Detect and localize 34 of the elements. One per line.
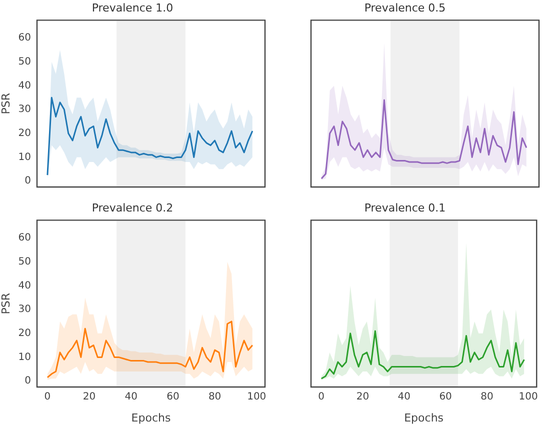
x-tick-label: 80 bbox=[208, 392, 222, 403]
chart-title: Prevalence 0.5 bbox=[364, 1, 446, 14]
y-tick-label: 10 bbox=[18, 152, 31, 163]
y-tick-label: 60 bbox=[18, 32, 31, 44]
y-tick-label: 50 bbox=[18, 56, 31, 68]
x-tick-label: 60 bbox=[166, 392, 180, 403]
x-tick-label: 60 bbox=[439, 392, 452, 403]
chart-title: Prevalence 0.2 bbox=[92, 201, 174, 214]
y-tick-label: 10 bbox=[18, 352, 31, 363]
x-tick-label: 40 bbox=[124, 392, 138, 403]
y-tick-label: 0 bbox=[24, 376, 31, 387]
y-tick-label: 30 bbox=[18, 304, 31, 316]
y-axis-title: PSR bbox=[0, 92, 12, 114]
x-tick-label: 20 bbox=[356, 392, 370, 403]
x-tick-label: 20 bbox=[82, 392, 96, 403]
x-tick-label: 0 bbox=[318, 392, 325, 403]
y-tick-label: 0 bbox=[24, 176, 31, 187]
y-tick-label: 50 bbox=[18, 256, 31, 268]
x-tick-label: 80 bbox=[480, 392, 494, 403]
y-axis-title: PSR bbox=[0, 292, 12, 314]
x-tick-label: 100 bbox=[247, 392, 266, 403]
x-axis-title: Epochs bbox=[404, 411, 444, 424]
x-tick-label: 0 bbox=[44, 392, 51, 403]
x-axis-title: Epochs bbox=[131, 411, 171, 424]
chart-title: Prevalence 1.0 bbox=[92, 1, 174, 14]
y-tick-label: 20 bbox=[18, 328, 31, 339]
y-tick-label: 40 bbox=[18, 280, 31, 292]
y-tick-label: 20 bbox=[18, 128, 31, 139]
y-tick-label: 40 bbox=[18, 80, 31, 92]
chart-title: Prevalence 0.1 bbox=[364, 201, 446, 214]
y-tick-label: 30 bbox=[18, 104, 31, 116]
x-tick-label: 100 bbox=[518, 392, 538, 403]
y-tick-label: 60 bbox=[18, 232, 31, 244]
x-tick-label: 40 bbox=[398, 392, 411, 403]
